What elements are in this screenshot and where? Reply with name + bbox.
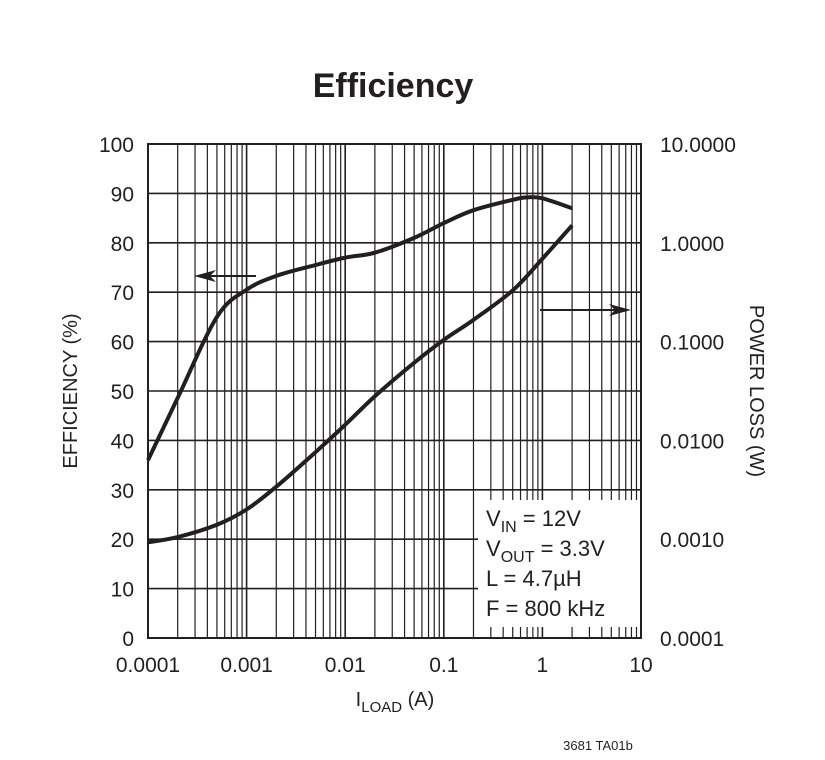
annotation-line: L = 4.7µH bbox=[486, 566, 582, 591]
y-left-tick-label: 70 bbox=[111, 282, 134, 305]
y-right-tick-label: 10.0000 bbox=[660, 134, 736, 157]
right-arrow-icon bbox=[609, 304, 631, 316]
y-left-tick-label: 50 bbox=[111, 381, 134, 404]
annotation-line: VOUT = 3.3V bbox=[486, 536, 605, 566]
plot-frame bbox=[147, 143, 642, 639]
axis-arrows bbox=[194, 270, 631, 316]
x-tick-label: 1 bbox=[537, 654, 549, 677]
y-left-tick-label: 90 bbox=[111, 183, 134, 206]
annotation-line: F = 800 kHz bbox=[486, 596, 605, 621]
series-group bbox=[146, 195, 574, 545]
efficiency-curve bbox=[146, 195, 573, 462]
x-tick-label: 0.001 bbox=[220, 654, 273, 677]
chart-title: Efficiency bbox=[313, 67, 474, 105]
y-right-tick-label: 0.0001 bbox=[660, 628, 724, 651]
x-axis-label: ILOAD (A) bbox=[356, 689, 435, 716]
y-right-label: POWER LOSS (W) bbox=[745, 305, 767, 477]
y-left-tick-label: 10 bbox=[111, 579, 134, 602]
y-right-tick-label: 0.0010 bbox=[660, 529, 724, 552]
y-left-tick-label: 60 bbox=[111, 332, 134, 355]
y-left-tick-label: 40 bbox=[111, 430, 134, 453]
y-left-tick-label: 20 bbox=[111, 529, 134, 552]
left-arrow-icon bbox=[194, 270, 216, 282]
y-left-tick-label: 80 bbox=[111, 233, 134, 256]
y-right-tick-label: 0.0100 bbox=[660, 430, 724, 453]
y-left-tick-label: 30 bbox=[111, 480, 134, 503]
y-right-tick-label: 0.1000 bbox=[660, 332, 724, 355]
y-left-tick-label: 0 bbox=[122, 628, 134, 651]
y-left-label: EFFICIENCY (%) bbox=[60, 313, 82, 468]
x-tick-label: 0.0001 bbox=[116, 654, 180, 677]
x-tick-label: 0.01 bbox=[325, 654, 366, 677]
annotation-box bbox=[478, 500, 640, 627]
annotation-line: VIN = 12V bbox=[486, 506, 581, 536]
tick-labels: 0.0001 0.001 0.01 0.1 1 100102030405060708090… bbox=[99, 134, 736, 677]
y-right-tick-label: 1.0000 bbox=[660, 233, 724, 256]
y-left-tick-label: 100 bbox=[99, 134, 134, 157]
figure-id: 3681 TA01b bbox=[563, 738, 633, 753]
power-loss-curve bbox=[147, 224, 574, 545]
x-tick-label: 0.1 bbox=[429, 654, 458, 677]
x-tick-label: 10 bbox=[629, 654, 652, 677]
